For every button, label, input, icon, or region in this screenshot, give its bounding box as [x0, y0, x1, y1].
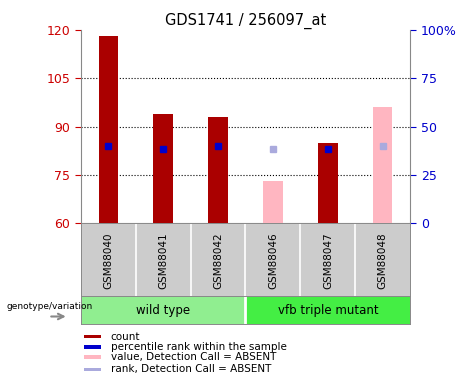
Bar	[81, 296, 245, 324]
Title: GDS1741 / 256097_at: GDS1741 / 256097_at	[165, 12, 326, 28]
Text: percentile rank within the sample: percentile rank within the sample	[111, 342, 287, 352]
Bar	[208, 117, 228, 223]
Text: GSM88042: GSM88042	[213, 233, 223, 290]
FancyBboxPatch shape	[84, 345, 101, 349]
Text: vfb triple mutant: vfb triple mutant	[278, 304, 378, 317]
FancyBboxPatch shape	[84, 335, 101, 339]
Text: rank, Detection Call = ABSENT: rank, Detection Call = ABSENT	[111, 364, 271, 374]
Bar	[99, 36, 118, 223]
Text: wild type: wild type	[136, 304, 190, 317]
Bar	[154, 114, 173, 223]
FancyBboxPatch shape	[84, 356, 101, 359]
Text: GSM88041: GSM88041	[158, 233, 168, 290]
Bar	[263, 181, 283, 223]
Bar	[373, 107, 392, 223]
Text: value, Detection Call = ABSENT: value, Detection Call = ABSENT	[111, 352, 276, 362]
Text: GSM88046: GSM88046	[268, 233, 278, 290]
Text: genotype/variation: genotype/variation	[6, 302, 93, 311]
Bar	[245, 296, 410, 324]
Text: GSM88047: GSM88047	[323, 233, 333, 290]
Text: GSM88040: GSM88040	[103, 233, 113, 290]
Bar	[318, 142, 337, 223]
Text: GSM88048: GSM88048	[378, 233, 388, 290]
Text: count: count	[111, 332, 140, 342]
FancyBboxPatch shape	[84, 368, 101, 371]
